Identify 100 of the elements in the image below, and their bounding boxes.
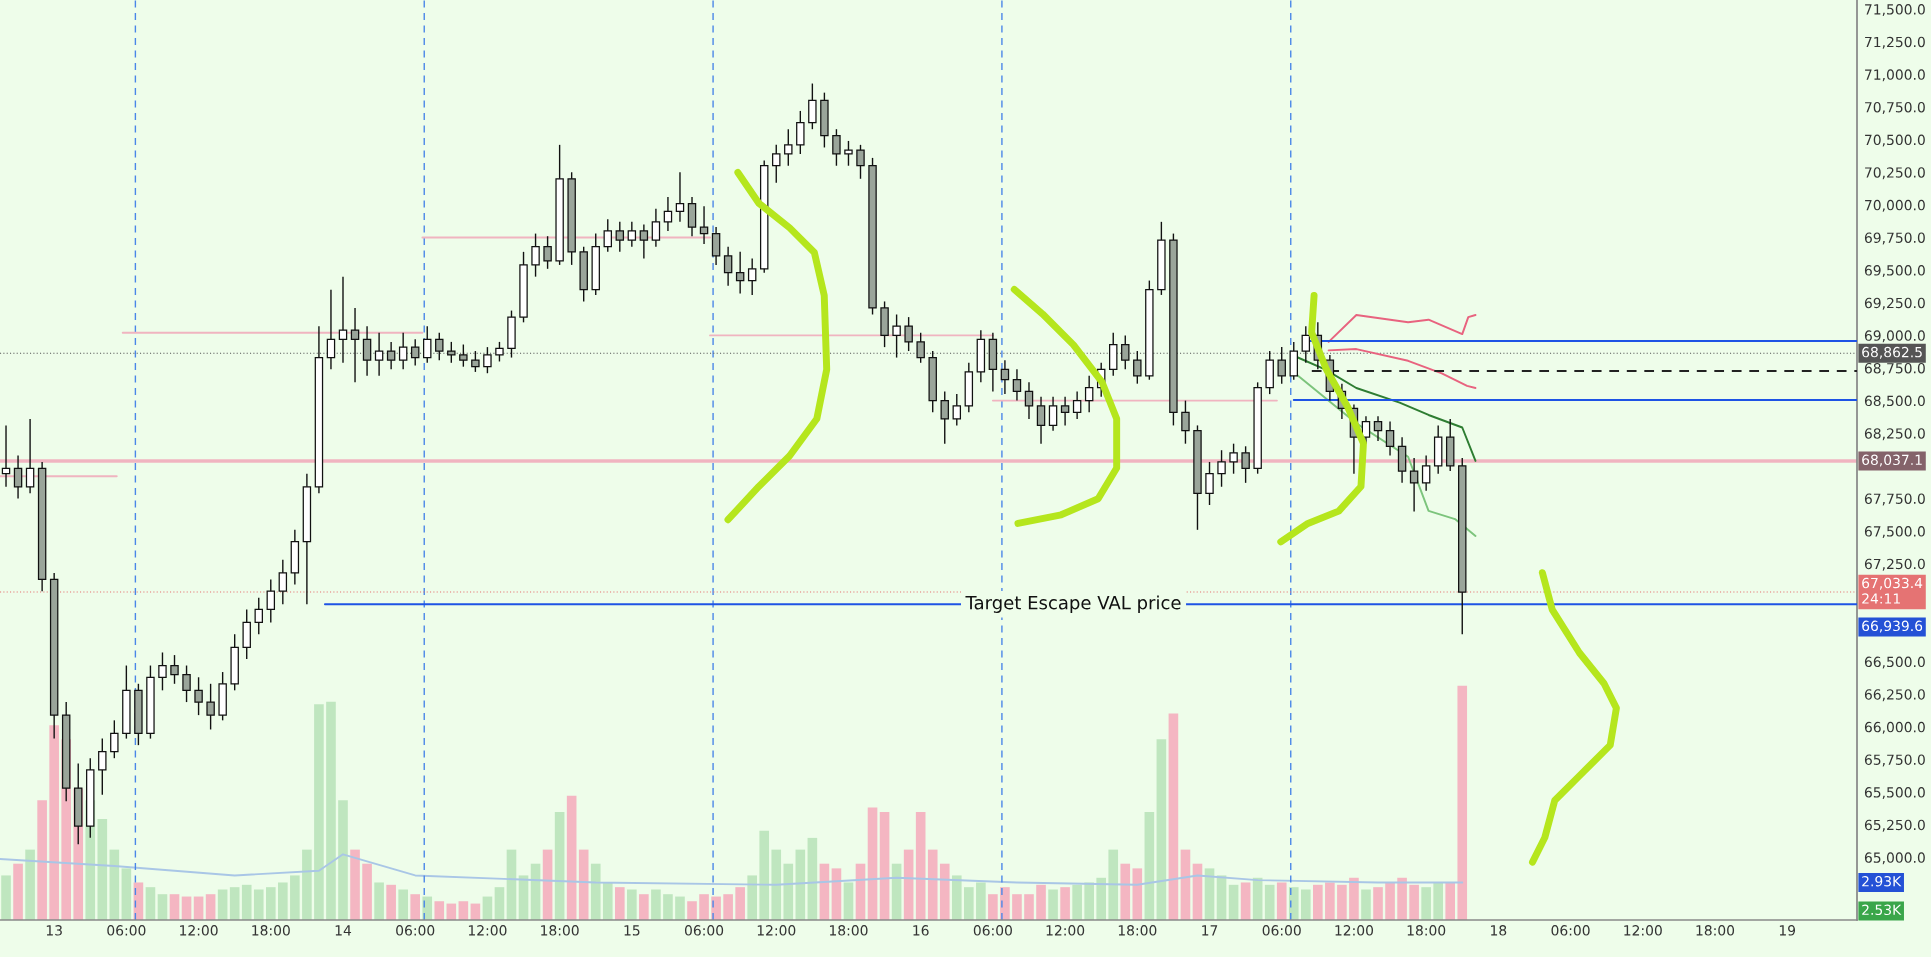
y-tick-label: 71,250.0 (1865, 36, 1925, 49)
bar (25, 849, 35, 920)
bar (1325, 882, 1335, 920)
x-tick-label: 18 (1491, 925, 1507, 936)
candlestick (639, 223, 649, 260)
candlestick (495, 341, 504, 363)
bar (145, 887, 156, 920)
bar (338, 800, 348, 920)
candlestick (615, 221, 625, 253)
bar (1409, 884, 1419, 920)
x-tick-label: 12:00 (468, 925, 507, 936)
bar (614, 887, 625, 920)
bar (169, 894, 180, 920)
y-tick-label: 68,500.0 (1864, 395, 1925, 408)
candlestick (1024, 381, 1034, 420)
bar (241, 884, 252, 920)
candlestick (1072, 390, 1082, 420)
bar (602, 882, 613, 920)
candlestick (904, 316, 913, 352)
candlestick (459, 343, 468, 368)
bar (988, 894, 998, 920)
bar (1349, 877, 1359, 920)
candlestick (386, 341, 396, 370)
candlestick (940, 390, 949, 445)
candlestick (916, 332, 925, 364)
candlestick (25, 418, 35, 494)
candlestick (1277, 346, 1286, 385)
bar (1433, 882, 1443, 920)
candlestick (711, 226, 721, 266)
candlestick (603, 218, 613, 253)
candlestick (410, 338, 420, 367)
bar (1264, 884, 1275, 920)
ref-line-label: 68,862.5 (1862, 346, 1922, 359)
y-tick-label: 65,000.0 (1864, 852, 1925, 865)
candlestick (1048, 396, 1058, 432)
candlestick (278, 559, 288, 605)
bar (1156, 739, 1167, 920)
bar (157, 894, 168, 920)
bar (1313, 884, 1323, 920)
candlestick (266, 578, 276, 624)
bar (1457, 685, 1468, 920)
candlestick (747, 257, 757, 296)
candlestick (543, 235, 552, 270)
candlestick (170, 654, 179, 685)
bar (590, 863, 601, 920)
candlestick (687, 196, 697, 237)
x-tick-label: 12:00 (1046, 925, 1085, 936)
candlestick (772, 144, 781, 184)
candlestick (447, 341, 456, 364)
y-tick-label: 70,250.0 (1865, 167, 1925, 180)
bar (229, 887, 240, 920)
bar (1445, 882, 1456, 920)
candlestick (1060, 396, 1070, 427)
bar (434, 901, 445, 920)
candlestick (1000, 359, 1010, 395)
bar (302, 849, 312, 920)
x-tick-label: 18:00 (541, 925, 579, 936)
bar (807, 837, 818, 920)
y-tick-label: 70,000.0 (1865, 199, 1925, 212)
bar (1072, 884, 1082, 920)
candlestick (784, 128, 793, 167)
candlestick (796, 110, 805, 155)
candlestick (350, 307, 360, 384)
candlestick (1385, 420, 1395, 457)
x-tick-label: 17 (1202, 925, 1218, 936)
candlestick (856, 144, 865, 180)
x-tick-label: 15 (624, 925, 640, 936)
y-tick-label: 68,750.0 (1864, 362, 1925, 375)
candlestick (254, 596, 263, 635)
y-tick-label: 70,750.0 (1865, 101, 1925, 114)
y-tick-label: 69,750.0 (1864, 232, 1925, 245)
bar (398, 889, 408, 920)
candlestick (158, 651, 167, 692)
bar (1421, 887, 1431, 920)
bar (1373, 887, 1383, 920)
bar (1132, 868, 1143, 920)
candlestick (374, 332, 384, 377)
candlestick (531, 232, 540, 278)
bar (350, 849, 360, 920)
candlestick (1133, 350, 1142, 385)
candlestick (182, 664, 191, 703)
bar (326, 701, 336, 920)
bar (1397, 877, 1407, 920)
x-tick-label: 18:00 (1118, 925, 1157, 936)
y-tick-label: 65,250.0 (1864, 819, 1925, 832)
candlestick (675, 171, 685, 223)
bar (290, 875, 300, 920)
candlestick (1181, 399, 1190, 445)
candlestick (98, 737, 107, 796)
candlestick (398, 332, 408, 370)
bar (675, 896, 685, 920)
candlestick (1036, 396, 1046, 445)
bar (939, 863, 950, 920)
bar (362, 863, 372, 920)
bar (879, 812, 890, 920)
x-tick-label: 06:00 (684, 925, 724, 936)
ref-line-label: 68,037.1 (1862, 454, 1922, 467)
x-tick-label: 06:00 (396, 925, 435, 936)
bar (13, 863, 23, 920)
candlestick (735, 251, 745, 295)
